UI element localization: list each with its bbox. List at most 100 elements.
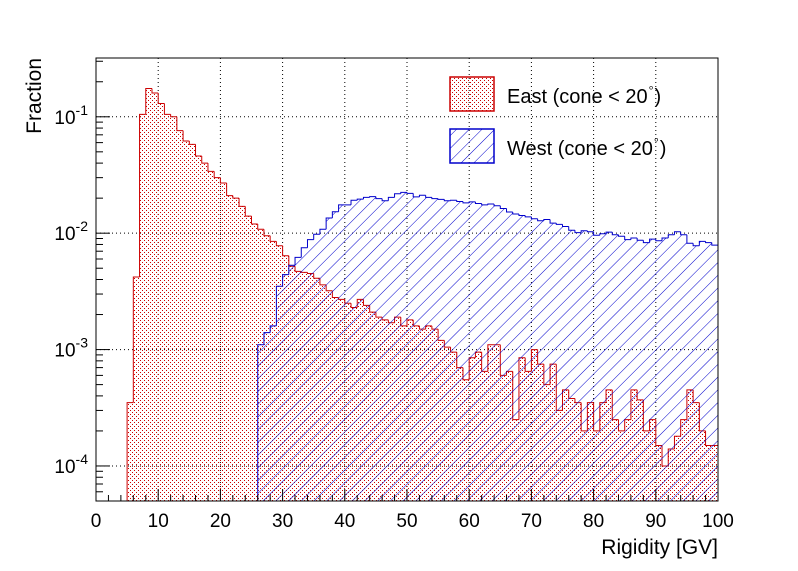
histogram-bin xyxy=(394,193,401,198)
histogram-bin xyxy=(263,229,271,237)
histogram-bin xyxy=(630,237,638,240)
histogram-bin xyxy=(338,204,345,212)
x-tick-label: 20 xyxy=(210,511,231,532)
histogram-bin xyxy=(624,236,631,241)
histogram-bin xyxy=(257,344,264,501)
histogram-bin xyxy=(238,198,246,207)
y-axis-title: Fraction xyxy=(23,58,46,134)
histogram-bin xyxy=(319,228,327,235)
histogram-bin xyxy=(593,231,600,236)
histogram-bin xyxy=(580,230,588,233)
histogram-bin xyxy=(325,217,333,230)
histogram-bin xyxy=(362,196,370,200)
histogram-bin xyxy=(443,199,451,202)
histogram-bin xyxy=(673,231,681,235)
histogram-bin xyxy=(282,245,289,257)
histogram-bin xyxy=(244,206,252,217)
histogram-bin xyxy=(549,219,557,224)
histogram-bin xyxy=(450,199,457,201)
histogram-bin xyxy=(288,264,296,275)
histogram-bin xyxy=(468,201,476,203)
histogram-bin xyxy=(642,240,650,244)
histogram-bin xyxy=(431,197,439,200)
histogram-bin xyxy=(487,203,495,205)
axes: 0 10 20 30 40 50 60 70 80 90 100 10-4 10-3 10-2 10-1 xyxy=(54,60,734,532)
histogram-bin xyxy=(611,232,619,236)
x-tick-label: 80 xyxy=(583,511,604,532)
histogram-bin xyxy=(201,156,208,164)
histogram-bin xyxy=(157,93,165,105)
histogram-bin xyxy=(537,218,544,222)
x-tick-label: 60 xyxy=(459,511,480,532)
histogram-bin xyxy=(568,226,575,231)
histogram-bin xyxy=(232,195,240,199)
histogram-bin xyxy=(518,214,526,216)
histogram-bin xyxy=(151,88,159,94)
histogram-bin xyxy=(306,239,314,248)
histogram-bin xyxy=(257,223,264,230)
legend-swatch-west xyxy=(449,128,495,164)
histogram-bin xyxy=(562,224,569,228)
histogram-bin xyxy=(188,140,196,145)
histogram-bin xyxy=(617,234,625,237)
histogram-bin xyxy=(381,198,389,202)
histogram-bin xyxy=(350,199,358,205)
histogram-bin xyxy=(481,203,488,206)
histogram-bin xyxy=(375,196,383,200)
histogram-layer xyxy=(126,88,718,501)
histogram-bin xyxy=(499,205,507,209)
histogram-bin xyxy=(599,233,607,236)
x-tick-label: 0 xyxy=(91,511,102,532)
histogram-bin xyxy=(251,216,258,225)
histogram-bin xyxy=(331,211,339,219)
histogram-bin xyxy=(543,219,551,221)
histogram-bin xyxy=(586,230,594,233)
histogram-bin xyxy=(182,130,190,142)
histogram-bin xyxy=(530,216,538,220)
histogram-bin xyxy=(524,215,532,218)
legend-label-east: East (cone < 20∘) xyxy=(507,82,661,108)
histogram-bin xyxy=(126,402,134,501)
histogram-bin xyxy=(176,116,184,132)
histogram-bin xyxy=(698,240,706,246)
histogram-bin xyxy=(418,194,426,197)
legend: East (cone < 20∘) West (cone < 20∘) xyxy=(449,76,666,164)
histogram-bin xyxy=(680,231,687,236)
histogram-bin xyxy=(667,234,675,238)
histogram-bin xyxy=(300,247,308,258)
histogram-bin xyxy=(282,274,289,287)
histogram-bin xyxy=(649,238,656,243)
histogram-bin xyxy=(139,113,146,278)
histogram-bin xyxy=(369,196,376,198)
histogram-bin xyxy=(636,237,644,241)
x-tick-label: 30 xyxy=(272,511,293,532)
histogram-bin xyxy=(506,208,513,213)
histogram-bin xyxy=(387,196,395,201)
x-tick-label: 50 xyxy=(396,511,417,532)
x-tick-label: 40 xyxy=(334,511,355,532)
y-tick-label: 10-1 xyxy=(54,102,88,129)
histogram-fill-1 xyxy=(257,192,718,501)
x-tick-label: 70 xyxy=(521,511,542,532)
histogram-bin xyxy=(145,88,152,115)
histogram-bin xyxy=(132,276,140,403)
histogram-bin xyxy=(219,177,227,184)
histogram-bin xyxy=(400,191,407,194)
x-tick-label: 100 xyxy=(702,511,734,532)
histogram-bin xyxy=(512,212,519,215)
histogram-bin xyxy=(213,171,221,179)
histogram-bin xyxy=(462,201,470,204)
histogram-bin xyxy=(555,223,563,225)
histogram-bin xyxy=(195,144,202,157)
histogram-bin xyxy=(661,237,669,241)
histogram-bin xyxy=(711,242,718,501)
x-tick-label: 10 xyxy=(148,511,169,532)
y-tick-label: 10-3 xyxy=(54,335,88,362)
legend-swatch-east xyxy=(449,76,495,112)
histogram-bin xyxy=(226,182,233,197)
histogram-bin xyxy=(406,192,414,194)
y-tick-label: 10-4 xyxy=(54,451,88,478)
histogram-bin xyxy=(170,114,177,118)
